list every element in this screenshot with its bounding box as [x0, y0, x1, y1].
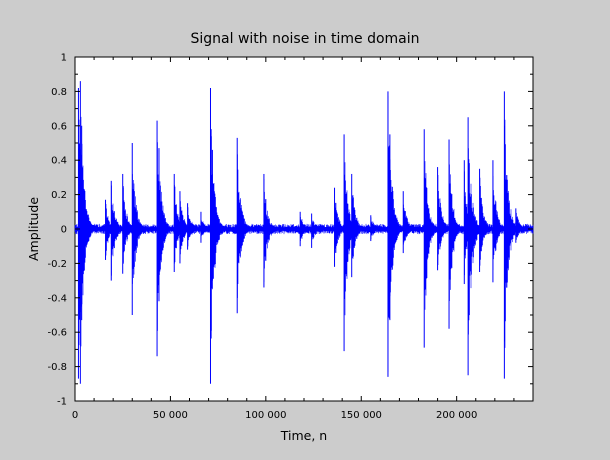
y-tick-label: 0.6 — [51, 121, 67, 132]
x-tick-labels: 0 50 000 100 000 150 000 200 000 — [72, 410, 478, 421]
y-tick-label: 0 — [61, 225, 67, 236]
y-tick-label: 0.2 — [51, 190, 67, 201]
chart-title: Signal with noise in time domain — [190, 31, 419, 47]
y-tick-label: 0.4 — [51, 156, 67, 167]
x-tick-label: 100 000 — [245, 410, 286, 421]
y-tick-label: -0.8 — [47, 362, 67, 373]
y-axis-label: Amplitude — [26, 197, 41, 261]
y-tick-labels: -1 -0.8 -0.6 -0.4 -0.2 0 0.2 0.4 0.6 0.8 1 — [47, 53, 67, 408]
x-tick-label: 150 000 — [341, 410, 382, 421]
x-tick-label: 200 000 — [436, 410, 477, 421]
axis-ticks — [74, 56, 534, 402]
x-tick-label: 50 000 — [153, 410, 188, 421]
signal-trace — [74, 81, 534, 384]
y-tick-label: 1 — [61, 53, 67, 64]
y-tick-label: -0.2 — [47, 259, 67, 270]
y-tick-label: 0.8 — [51, 87, 67, 98]
x-axis-label: Time, n — [280, 428, 327, 443]
signal-envelope — [74, 95, 534, 373]
y-tick-label: -1 — [57, 397, 67, 408]
y-tick-label: -0.4 — [47, 293, 67, 304]
x-tick-label: 0 — [72, 410, 78, 421]
y-tick-label: -0.6 — [47, 328, 67, 339]
